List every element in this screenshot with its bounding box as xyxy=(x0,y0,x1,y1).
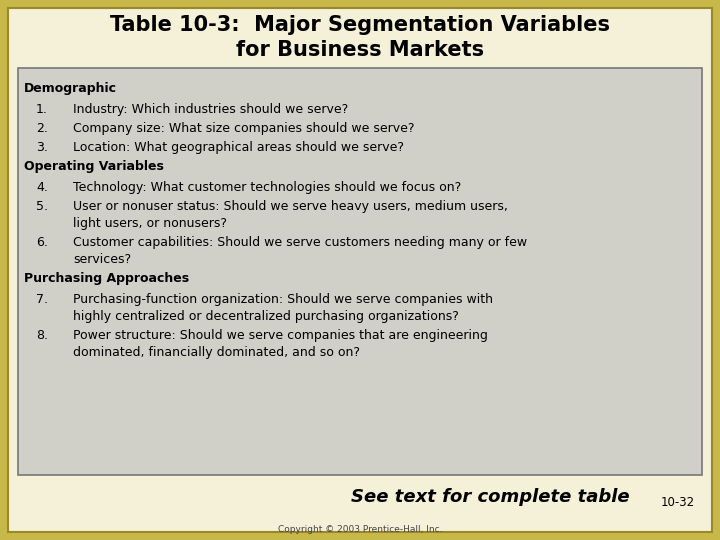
Text: User or nonuser status: Should we serve heavy users, medium users,: User or nonuser status: Should we serve … xyxy=(73,200,508,213)
Text: Operating Variables: Operating Variables xyxy=(24,160,164,173)
Text: 2.: 2. xyxy=(36,122,48,135)
Text: Purchasing-function organization: Should we serve companies with: Purchasing-function organization: Should… xyxy=(73,293,493,306)
Text: highly centralized or decentralized purchasing organizations?: highly centralized or decentralized purc… xyxy=(73,310,459,323)
Text: Demographic: Demographic xyxy=(24,82,117,95)
Text: for Business Markets: for Business Markets xyxy=(236,40,484,60)
Text: See text for complete table: See text for complete table xyxy=(351,488,630,506)
Text: Table 10-3:  Major Segmentation Variables: Table 10-3: Major Segmentation Variables xyxy=(110,15,610,35)
Text: light users, or nonusers?: light users, or nonusers? xyxy=(73,217,227,230)
Text: 7.: 7. xyxy=(36,293,48,306)
FancyBboxPatch shape xyxy=(4,4,716,536)
Text: 3.: 3. xyxy=(36,141,48,154)
Text: 1.: 1. xyxy=(36,103,48,116)
Text: 8.: 8. xyxy=(36,329,48,342)
Text: Industry: Which industries should we serve?: Industry: Which industries should we ser… xyxy=(73,103,348,116)
FancyBboxPatch shape xyxy=(18,68,702,475)
Text: 10-32: 10-32 xyxy=(661,496,695,510)
FancyBboxPatch shape xyxy=(8,8,712,532)
Text: Technology: What customer technologies should we focus on?: Technology: What customer technologies s… xyxy=(73,181,462,194)
Text: 6.: 6. xyxy=(36,236,48,249)
Text: Customer capabilities: Should we serve customers needing many or few: Customer capabilities: Should we serve c… xyxy=(73,236,527,249)
Text: Company size: What size companies should we serve?: Company size: What size companies should… xyxy=(73,122,415,135)
Text: Location: What geographical areas should we serve?: Location: What geographical areas should… xyxy=(73,141,404,154)
Text: dominated, financially dominated, and so on?: dominated, financially dominated, and so… xyxy=(73,346,360,359)
Text: Purchasing Approaches: Purchasing Approaches xyxy=(24,272,189,285)
Text: Power structure: Should we serve companies that are engineering: Power structure: Should we serve compani… xyxy=(73,329,488,342)
Text: services?: services? xyxy=(73,253,131,266)
Text: 5.: 5. xyxy=(36,200,48,213)
Text: 4.: 4. xyxy=(36,181,48,194)
Text: Copyright © 2003 Prentice-Hall, Inc.: Copyright © 2003 Prentice-Hall, Inc. xyxy=(278,525,442,535)
